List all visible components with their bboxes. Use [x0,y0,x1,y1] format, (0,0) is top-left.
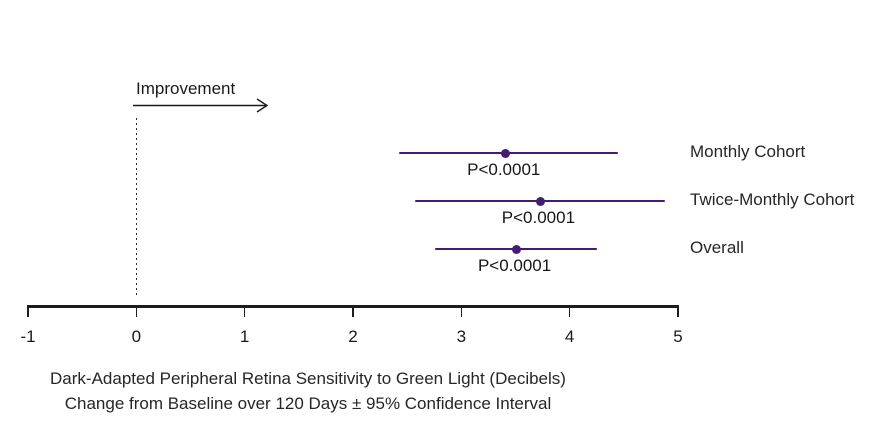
axis-tick-label: 1 [239,327,250,346]
axis-tick [568,305,571,317]
axis-tick [352,305,354,317]
p-value-label: P<0.0001 [477,256,552,275]
axis-tick-label: 3 [456,327,467,346]
axis-tick-label: -1 [20,327,36,346]
zero-reference-line [135,118,137,298]
axis-tick-label: 4 [564,327,575,346]
caption-line-1: Dark-Adapted Peripheral Retina Sensitivi… [50,369,566,388]
axis-tick-label: 5 [673,327,683,346]
axis-tick [135,305,138,317]
axis-caption: Dark-Adapted Peripheral Retina Sensitivi… [0,366,616,416]
cohort-label: Monthly Cohort [690,142,806,161]
mean-point [535,196,545,206]
axis-tick-label: 0 [131,327,142,346]
cohort-label: Overall [690,238,744,257]
improvement-arrow-icon [133,98,269,113]
p-value-label: P<0.0001 [501,208,576,227]
p-value-label: P<0.0001 [467,160,541,179]
axis-tick [677,305,679,317]
improvement-label: Improvement [136,79,236,98]
axis-tick [460,305,463,317]
cohort-label: Twice-Monthly Cohort [690,190,855,209]
mean-point [501,148,511,158]
axis-tick [27,305,29,317]
axis-tick-label: 2 [348,327,358,346]
mean-point [512,244,522,254]
caption-line-2: Change from Baseline over 120 Days ± 95%… [64,394,552,413]
axis-tick [243,305,246,317]
